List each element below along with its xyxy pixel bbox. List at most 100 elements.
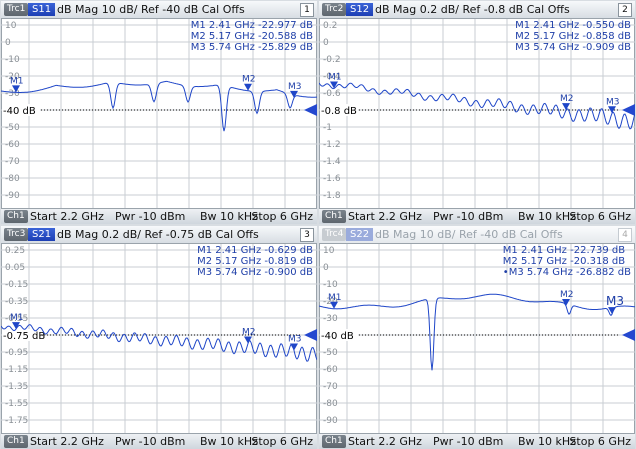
marker-readout-m2: M2 5.17 GHz -20.318 dB <box>502 256 626 267</box>
trace-title-bar[interactable]: Trc4 S22 dB Mag 10 dB/ Ref -40 dB Cal Of… <box>319 226 635 244</box>
reference-label-bg <box>320 329 358 341</box>
trace-parameter[interactable]: S22 <box>346 228 374 241</box>
marker-readout-m3: •M3 5.74 GHz -26.882 dB <box>502 267 631 278</box>
window-number[interactable]: 2 <box>618 3 632 17</box>
bandwidth[interactable]: Bw 10 kHz <box>200 435 258 448</box>
reference-level-label: -40 dB <box>321 331 354 342</box>
reference-label-bg <box>2 329 40 341</box>
trace-parameter[interactable]: S21 <box>28 228 56 241</box>
power-level[interactable]: Pwr -10 dBm <box>115 210 186 223</box>
trace-tag[interactable]: Trc1 <box>4 3 29 16</box>
marker-label-m2: M2 <box>242 327 256 337</box>
y-tick-label: -90 <box>5 191 20 201</box>
y-tick-label: -80 <box>5 174 20 184</box>
marker-readout: M1 2.41 GHz -0.550 dB M2 5.17 GHz -0.858… <box>515 20 631 53</box>
trace-format-info[interactable]: dB Mag 10 dB/ Ref -40 dB Cal Offs <box>57 3 245 16</box>
channel-bar: Ch1 Start 2.2 GHz Pwr -10 dBm Bw 10 kHz … <box>319 208 635 224</box>
marker-label-m1: M1 <box>10 313 24 323</box>
marker-readout-m2: M2 5.17 GHz -0.819 dB <box>197 256 313 267</box>
reference-level-label: -40 dB <box>3 106 36 117</box>
y-tick-label: -1.2 <box>323 140 341 150</box>
trace-chart[interactable]: 0.250.05-0.15-0.35-0.55-0.75-0.95-1.15-1… <box>1 244 317 433</box>
trace-format-info[interactable]: dB Mag 10 dB/ Ref -40 dB Cal Offs <box>375 228 563 241</box>
y-tick-label: -1.6 <box>323 174 341 184</box>
marker-triangle-m2 <box>244 83 252 91</box>
y-tick-label: 0 <box>323 38 329 48</box>
trace-parameter[interactable]: S11 <box>28 3 56 16</box>
y-tick-label: -30 <box>5 89 20 99</box>
reference-label-bg <box>320 104 358 116</box>
channel-bar: Ch1 Start 2.2 GHz Pwr -10 dBm Bw 10 kHz … <box>1 208 317 224</box>
marker-label-m3: M3 <box>606 97 620 107</box>
y-tick-label: 10 <box>323 246 335 256</box>
trace-chart[interactable]: 100-10-20-30-40-50-60-70-80-90-40 dBM1M2… <box>1 19 317 208</box>
trace-tag[interactable]: Trc2 <box>322 3 347 16</box>
marker-readout-m3: M3 5.74 GHz -0.909 dB <box>515 42 631 53</box>
trace-format-info[interactable]: dB Mag 0.2 dB/ Ref -0.8 dB Cal Offs <box>375 3 570 16</box>
power-level[interactable]: Pwr -10 dBm <box>433 435 504 448</box>
y-tick-label: -70 <box>323 382 338 392</box>
y-tick-label: -0.15 <box>5 280 28 290</box>
start-frequency[interactable]: Start 2.2 GHz <box>348 435 422 448</box>
marker-label-m3: M3 <box>606 294 624 308</box>
reference-label-bg <box>2 104 40 116</box>
marker-triangle-m3 <box>290 343 298 351</box>
channel-tag[interactable]: Ch1 <box>322 435 346 448</box>
trace-tag[interactable]: Trc4 <box>322 228 347 241</box>
stop-frequency[interactable]: Stop 6 GHz <box>251 435 313 448</box>
trace-title-bar[interactable]: Trc1 S11 dB Mag 10 dB/ Ref -40 dB Cal Of… <box>1 1 317 19</box>
y-tick-label: -70 <box>5 157 20 167</box>
bandwidth[interactable]: Bw 10 kHz <box>518 435 576 448</box>
stop-frequency[interactable]: Stop 6 GHz <box>251 210 313 223</box>
window-number[interactable]: 1 <box>300 3 314 17</box>
trace-panel-s11[interactable]: Trc1 S11 dB Mag 10 dB/ Ref -40 dB Cal Of… <box>1 1 317 224</box>
channel-tag[interactable]: Ch1 <box>4 210 28 223</box>
trace-panel-s12[interactable]: Trc2 S12 dB Mag 0.2 dB/ Ref -0.8 dB Cal … <box>319 1 635 224</box>
trace-panel-s21[interactable]: Trc3 S21 dB Mag 0.2 dB/ Ref -0.75 dB Cal… <box>1 226 317 449</box>
stop-frequency[interactable]: Stop 6 GHz <box>569 210 631 223</box>
marker-triangle-m2 <box>562 103 570 111</box>
window-number[interactable]: 3 <box>300 228 314 242</box>
y-tick-label: 0 <box>5 38 11 48</box>
y-tick-label: -0.95 <box>5 348 28 358</box>
trace-tag[interactable]: Trc3 <box>4 228 29 241</box>
marker-readout: M1 2.41 GHz -22.739 dB M2 5.17 GHz -20.3… <box>503 245 631 278</box>
start-frequency[interactable]: Start 2.2 GHz <box>30 435 104 448</box>
y-tick-label: -60 <box>5 140 20 150</box>
y-tick-label: -10 <box>5 55 20 65</box>
marker-label-m3: M3 <box>288 334 302 344</box>
window-number[interactable]: 4 <box>618 228 632 242</box>
trace-parameter[interactable]: S12 <box>346 3 374 16</box>
channel-tag[interactable]: Ch1 <box>322 210 346 223</box>
marker-triangle-m2 <box>562 299 570 307</box>
trace-line <box>1 324 317 362</box>
channel-tag[interactable]: Ch1 <box>4 435 28 448</box>
stop-frequency[interactable]: Stop 6 GHz <box>569 435 631 448</box>
y-tick-label: -1.75 <box>5 416 28 426</box>
start-frequency[interactable]: Start 2.2 GHz <box>348 210 422 223</box>
bandwidth[interactable]: Bw 10 kHz <box>518 210 576 223</box>
marker-label-m1: M1 <box>328 73 342 83</box>
marker-triangle-m1 <box>330 301 338 309</box>
trace-chart[interactable]: 100-10-20-30-40-50-60-70-80-90-40 dBM1M2… <box>319 244 635 433</box>
marker-label-m2: M2 <box>242 75 256 85</box>
trace-chart[interactable]: 0.20-0.2-0.4-0.6-0.8-1-1.2-1.4-1.6-1.8-0… <box>319 19 635 208</box>
power-level[interactable]: Pwr -10 dBm <box>115 435 186 448</box>
y-tick-label: -80 <box>323 399 338 409</box>
trace-format-info[interactable]: dB Mag 0.2 dB/ Ref -0.75 dB Cal Offs <box>57 228 259 241</box>
marker-triangle-m2 <box>244 336 252 344</box>
y-tick-label: -1.15 <box>5 365 28 375</box>
marker-label-m3: M3 <box>288 82 302 92</box>
y-tick-label: -1.35 <box>5 382 28 392</box>
power-level[interactable]: Pwr -10 dBm <box>433 210 504 223</box>
marker-readout: M1 2.41 GHz -22.977 dB M2 5.17 GHz -20.5… <box>191 20 313 53</box>
trace-title-bar[interactable]: Trc2 S12 dB Mag 0.2 dB/ Ref -0.8 dB Cal … <box>319 1 635 19</box>
trace-panel-s22[interactable]: Trc4 S22 dB Mag 10 dB/ Ref -40 dB Cal Of… <box>319 226 635 449</box>
trace-title-bar[interactable]: Trc3 S21 dB Mag 0.2 dB/ Ref -0.75 dB Cal… <box>1 226 317 244</box>
marker-readout-m1: M1 2.41 GHz -0.629 dB <box>197 245 313 256</box>
channel-bar: Ch1 Start 2.2 GHz Pwr -10 dBm Bw 10 kHz … <box>319 433 635 449</box>
bandwidth[interactable]: Bw 10 kHz <box>200 210 258 223</box>
y-tick-label: -50 <box>323 348 338 358</box>
start-frequency[interactable]: Start 2.2 GHz <box>30 210 104 223</box>
trace-line <box>319 82 635 130</box>
